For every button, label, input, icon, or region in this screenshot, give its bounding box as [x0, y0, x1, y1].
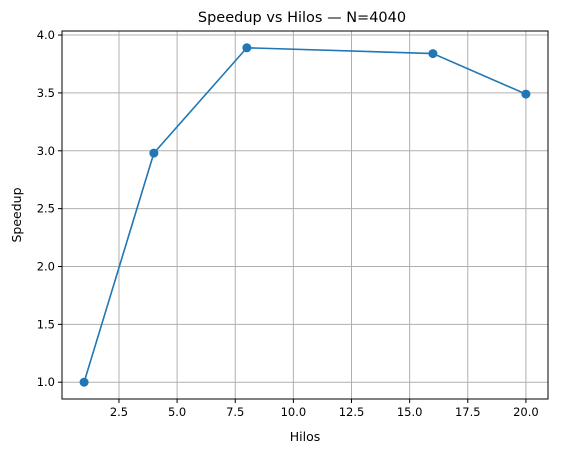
y-tick-label: 1.0 — [37, 375, 55, 389]
y-tick-label: 3.0 — [37, 144, 55, 158]
y-axis-ticks: 1.0 1.5 2.0 2.5 3.0 3.5 4.0 — [37, 28, 62, 389]
grid — [62, 31, 548, 399]
y-tick-label: 1.5 — [37, 317, 55, 331]
x-tick-label: 7.5 — [226, 405, 244, 419]
chart-title: Speedup vs Hilos — N=4040 — [198, 10, 406, 26]
data-point — [428, 49, 438, 59]
data-point — [521, 89, 531, 99]
data-point — [79, 377, 89, 387]
x-tick-label: 20.0 — [513, 405, 539, 419]
y-tick-label: 3.5 — [37, 86, 55, 100]
x-axis-ticks: 2.5 5.0 7.5 10.0 12.5 15.0 17.5 20.0 — [110, 399, 539, 419]
y-tick-label: 2.0 — [37, 259, 55, 273]
x-tick-label: 10.0 — [281, 405, 307, 419]
x-tick-label: 5.0 — [168, 405, 186, 419]
plot-frame — [61, 30, 549, 400]
x-tick-label: 2.5 — [110, 405, 128, 419]
x-tick-label: 15.0 — [397, 405, 423, 419]
x-tick-label: 12.5 — [339, 405, 365, 419]
y-axis-label: Speedup — [9, 187, 24, 242]
series-line — [83, 46, 527, 383]
x-axis-label: Hilos — [290, 429, 321, 444]
x-tick-label: 17.5 — [455, 405, 481, 419]
y-tick-label: 2.5 — [37, 202, 55, 216]
y-tick-label: 4.0 — [37, 28, 55, 42]
data-point — [242, 43, 252, 53]
series-marker-layer — [79, 43, 531, 387]
series-line-layer — [83, 46, 527, 383]
data-point — [149, 148, 159, 158]
